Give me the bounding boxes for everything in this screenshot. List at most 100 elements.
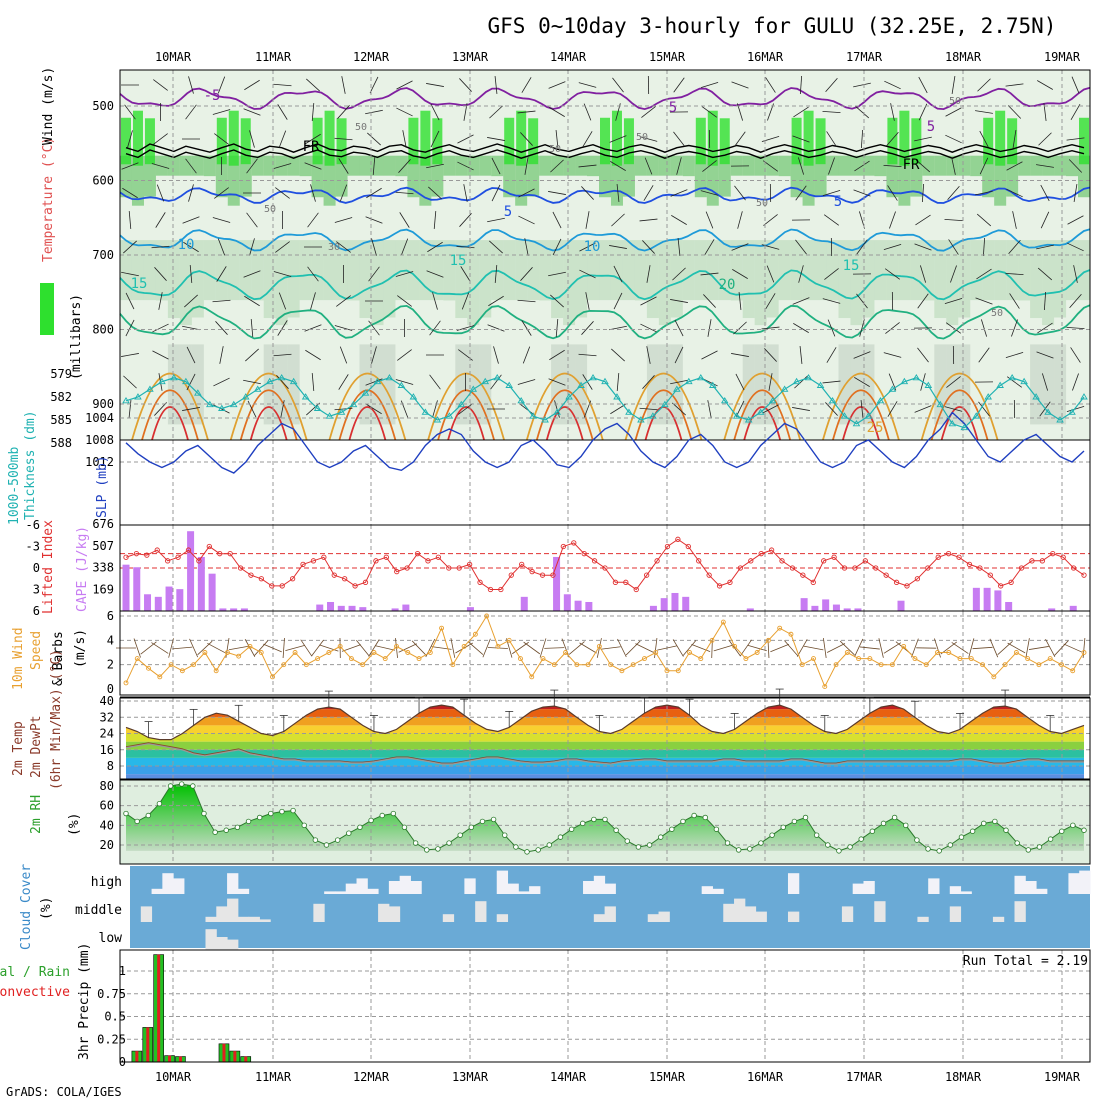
- cloud-cell-high: [227, 873, 239, 894]
- wind-barb: [1073, 184, 1078, 202]
- cloud-level-label: middle: [75, 903, 122, 918]
- precip-axis-label: 3hr Precip (mm): [77, 943, 92, 1060]
- surface-wind-barb: [600, 646, 621, 650]
- panel-frame: [119, 697, 1091, 780]
- thickness-marker: [852, 419, 861, 427]
- wind-speed-marker: [720, 619, 726, 625]
- wind-speed-marker: [360, 662, 366, 668]
- thickness-marker: [313, 404, 322, 411]
- cloud-cell-middle: [313, 903, 325, 922]
- rh-marker: [457, 832, 463, 838]
- wind-speed-marker: [348, 656, 354, 662]
- rh-marker: [702, 814, 708, 821]
- top-date-label: 17MAR: [846, 50, 883, 64]
- thickness-marker: [888, 385, 897, 392]
- wind-barb: [125, 319, 135, 337]
- surface-wind-barb: [189, 638, 199, 658]
- rh-marker: [947, 842, 954, 848]
- cape-bar: [983, 587, 991, 611]
- li-marker: [612, 579, 619, 585]
- wind-barb: [613, 292, 623, 310]
- cloud-cell-middle: [475, 901, 487, 922]
- wind-speed-marker: [923, 662, 929, 668]
- cape-bar: [1069, 605, 1077, 611]
- rh-high-band: [240, 118, 251, 165]
- thickness-marker: [373, 377, 382, 385]
- thickness-marker: [577, 381, 585, 388]
- li-marker: [206, 543, 212, 550]
- wind-barb: [982, 237, 986, 257]
- li-tick-label: 3: [33, 583, 40, 597]
- wind-barb: [125, 292, 135, 310]
- cloud-cell-high: [399, 875, 411, 894]
- warm-contour: [437, 389, 495, 441]
- wind-barb: [186, 346, 196, 364]
- li-marker: [185, 547, 192, 553]
- wind-speed-marker: [540, 656, 546, 662]
- wind-speed-marker: [1025, 656, 1031, 662]
- rh-low-band: [994, 240, 1007, 301]
- rh-low-band: [443, 240, 456, 301]
- wind-speed-marker: [529, 674, 535, 680]
- wind-barb: [428, 186, 442, 200]
- wind-barb: [610, 403, 626, 415]
- thickness-marker: [792, 377, 801, 385]
- temp-axis-label: 2m Temp: [11, 721, 26, 776]
- rh-high-band: [791, 117, 802, 165]
- rh-lower-band: [191, 344, 204, 425]
- li-marker: [456, 565, 462, 571]
- rh-marker: [657, 834, 664, 840]
- wind-barb: [883, 352, 902, 358]
- rh-marker: [368, 817, 374, 824]
- wind-speed-marker: [980, 662, 986, 668]
- rh-unit-label: (%): [67, 813, 82, 836]
- rh-marker: [869, 828, 876, 834]
- thickness-marker: [864, 412, 873, 419]
- wind-barb: [520, 132, 533, 146]
- wind-barb: [700, 81, 719, 89]
- wind-barb: [673, 77, 685, 93]
- li-marker: [779, 558, 785, 564]
- wind-barb: [429, 320, 441, 336]
- wind-barb: [578, 353, 597, 357]
- contour-label: 10: [584, 239, 601, 255]
- thickness-marker: [206, 400, 214, 408]
- wind-speed-marker: [213, 668, 219, 674]
- thickness-marker: [673, 385, 681, 392]
- pressure-tick-label: 800: [92, 323, 114, 337]
- rh-band: [563, 155, 576, 176]
- wind-barb: [578, 82, 597, 88]
- surface-wind-barb: [300, 639, 313, 657]
- wind-barb: [919, 265, 927, 283]
- thickness-marker: [445, 412, 454, 419]
- bottom-date-label: 16MAR: [747, 1070, 784, 1084]
- thickness-marker: [720, 396, 729, 404]
- wind-barb: [945, 107, 962, 117]
- wind-barb: [1066, 326, 1085, 330]
- li-marker: [841, 565, 848, 571]
- li-marker: [893, 579, 900, 585]
- thickness-marker: [649, 412, 657, 419]
- wind-barb: [457, 134, 474, 144]
- rh-marker: [490, 816, 497, 823]
- wind-barb: [397, 295, 412, 307]
- wind-barb: [795, 239, 807, 255]
- wind-axis-label: Wind (m/s): [41, 67, 56, 145]
- wind-barb: [371, 346, 377, 364]
- wind-barb: [944, 297, 963, 305]
- wind-barb: [860, 129, 864, 149]
- wind-barb: [548, 191, 566, 195]
- rh-low-band: [934, 240, 947, 319]
- li-marker: [529, 568, 535, 575]
- wind-barb: [639, 136, 658, 142]
- wind-barb: [1037, 267, 1053, 281]
- cloud-cover-panel: high middle low Cloud Cover (%): [19, 864, 1091, 950]
- wind-barb: [761, 326, 780, 330]
- bottom-date-label: 14MAR: [550, 1070, 587, 1084]
- wind-barb: [273, 163, 292, 169]
- cape-bar: [972, 587, 980, 611]
- wind-barb: [459, 213, 472, 227]
- surface-wind-barb: [878, 638, 884, 658]
- rh-marker: [580, 820, 586, 827]
- wind-barb: [1066, 137, 1085, 141]
